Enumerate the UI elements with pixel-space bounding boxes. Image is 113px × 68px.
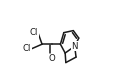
Text: Cl: Cl xyxy=(29,28,38,37)
Text: Cl: Cl xyxy=(23,44,31,53)
Text: O: O xyxy=(48,54,54,63)
Text: N: N xyxy=(71,42,77,51)
